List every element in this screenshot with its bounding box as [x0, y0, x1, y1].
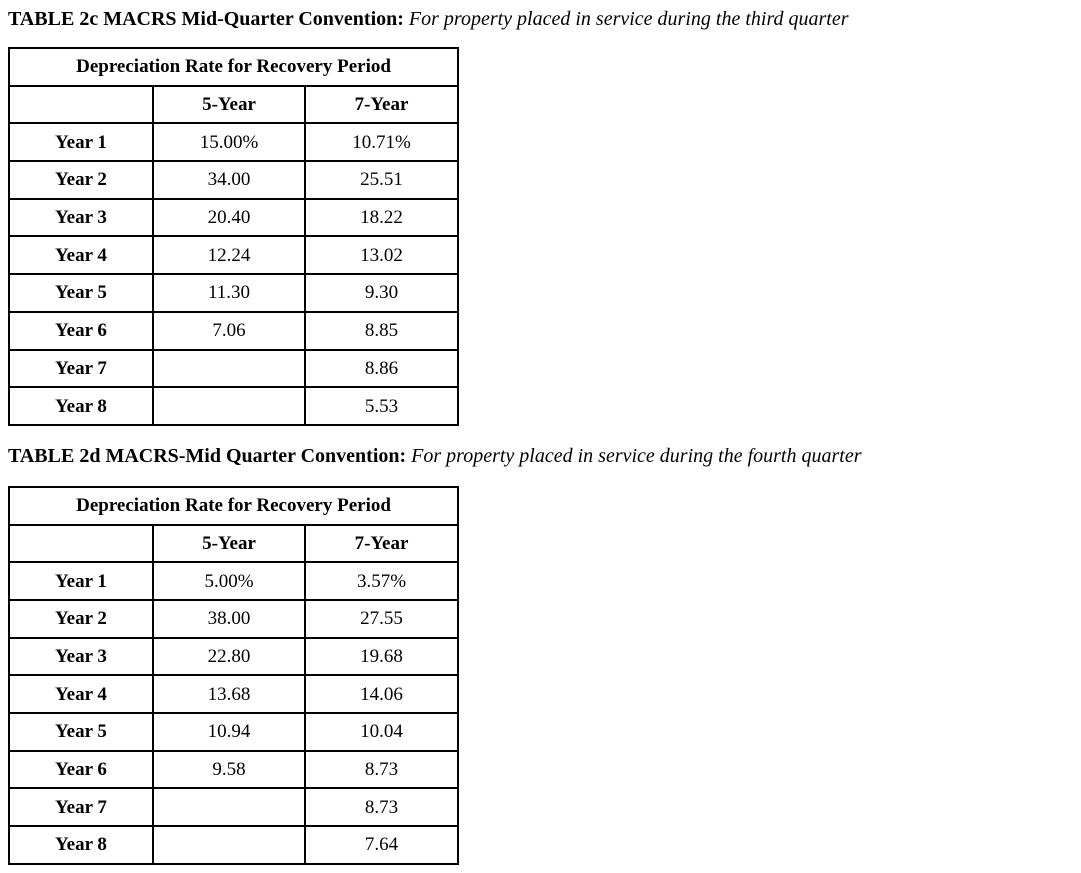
cell-2c-y6-5yr: 7.06 — [152, 310, 306, 351]
cell-2c-y5-7yr: 9.30 — [303, 273, 460, 313]
cell-2c-y8-7yr: 5.53 — [303, 386, 460, 426]
row-label-2c-year-5: Year 5 — [8, 273, 154, 313]
table-2d-col-header-5yr: 5-Year — [152, 523, 306, 564]
cell-2d-y6-5yr: 9.58 — [152, 749, 306, 790]
row-label-2c-year-6: Year 6 — [8, 310, 154, 351]
cell-2d-y1-5yr: 5.00% — [152, 561, 306, 601]
macrs-table-2d-section: TABLE 2d MACRS-Mid Quarter Convention: F… — [7, 442, 1073, 865]
table-2d-col-header-7yr: 7-Year — [303, 523, 460, 564]
cell-2c-y7-7yr: 8.86 — [303, 348, 460, 389]
cell-2d-y7-5yr-empty — [152, 787, 306, 828]
table-row: Year 2 34.00 25.51 — [8, 160, 460, 200]
table-row: Year 2 38.00 27.55 — [8, 598, 460, 639]
table-2d-span-header-row: Depreciation Rate for Recovery Period — [7, 485, 460, 526]
cell-2c-y4-7yr: 13.02 — [303, 235, 460, 276]
table-2c-column-header-row: 5-Year 7-Year — [8, 84, 460, 125]
table-row: Year 8 5.53 — [8, 386, 460, 426]
row-label-2c-year-3: Year 3 — [8, 197, 154, 238]
macrs-table-2c-section: TABLE 2c MACRS Mid-Quarter Convention: F… — [7, 5, 1073, 426]
table-row: Year 7 8.86 — [8, 348, 460, 389]
table-2d-column-header-row: 5-Year 7-Year — [8, 523, 460, 564]
cell-2c-y7-5yr-empty — [152, 348, 306, 389]
cell-2c-y1-5yr: 15.00% — [152, 122, 306, 163]
table-2c-corner-cell — [8, 84, 154, 125]
row-label-2d-year-6: Year 6 — [8, 749, 154, 790]
row-label-2d-year-5: Year 5 — [8, 712, 154, 752]
cell-2d-y5-5yr: 10.94 — [152, 712, 306, 752]
table-2d-title: TABLE 2d MACRS-Mid Quarter Convention: F… — [8, 442, 1073, 470]
row-label-2c-year-7: Year 7 — [8, 348, 154, 389]
cell-2d-y6-7yr: 8.73 — [303, 749, 460, 790]
table-2d-title-italic: For property placed in service during th… — [411, 444, 862, 467]
row-label-2c-year-8: Year 8 — [8, 386, 154, 426]
row-label-2c-year-2: Year 2 — [8, 160, 154, 200]
table-2c-title: TABLE 2c MACRS Mid-Quarter Convention: F… — [8, 5, 1073, 33]
table-2d-corner-cell — [8, 523, 154, 564]
table-row: Year 5 10.94 10.04 — [8, 712, 460, 752]
row-label-2c-year-1: Year 1 — [8, 122, 154, 163]
cell-2c-y3-5yr: 20.40 — [152, 197, 306, 238]
table-2c-header: Depreciation Rate for Recovery Period — [7, 47, 460, 87]
row-label-2d-year-3: Year 3 — [8, 636, 154, 677]
table-row: Year 6 7.06 8.85 — [8, 310, 460, 351]
cell-2d-y7-7yr: 8.73 — [303, 787, 460, 828]
table-row: Year 6 9.58 8.73 — [8, 749, 460, 790]
cell-2c-y3-7yr: 18.22 — [303, 197, 460, 238]
row-label-2d-year-2: Year 2 — [8, 598, 154, 639]
depreciation-table-2d: Depreciation Rate for Recovery Period 5-… — [7, 485, 460, 865]
cell-2c-y2-7yr: 25.51 — [303, 160, 460, 200]
cell-2d-y3-7yr: 19.68 — [303, 636, 460, 677]
table-2c-col-header-5yr: 5-Year — [152, 84, 306, 125]
table-row: Year 3 22.80 19.68 — [8, 636, 460, 677]
cell-2c-y4-5yr: 12.24 — [152, 235, 306, 276]
table-2d-title-bold: TABLE 2d MACRS-Mid Quarter Convention: — [8, 444, 407, 467]
row-label-2d-year-7: Year 7 — [8, 787, 154, 828]
cell-2c-y1-7yr: 10.71% — [303, 122, 460, 163]
cell-2d-y4-5yr: 13.68 — [152, 674, 306, 714]
row-label-2d-year-8: Year 8 — [8, 825, 154, 865]
cell-2c-y2-5yr: 34.00 — [152, 160, 306, 200]
table-2c-span-header-row: Depreciation Rate for Recovery Period — [7, 47, 460, 87]
table-row: Year 4 13.68 14.06 — [8, 674, 460, 714]
cell-2d-y8-7yr: 7.64 — [303, 825, 460, 865]
table-row: Year 3 20.40 18.22 — [8, 197, 460, 238]
table-row: Year 1 5.00% 3.57% — [8, 561, 460, 601]
table-2c-title-bold: TABLE 2c MACRS Mid-Quarter Convention: — [8, 8, 404, 30]
cell-2d-y4-7yr: 14.06 — [303, 674, 460, 714]
row-label-2d-year-4: Year 4 — [8, 674, 154, 714]
row-label-2d-year-1: Year 1 — [8, 561, 154, 601]
cell-2d-y8-5yr-empty — [152, 825, 306, 865]
cell-2d-y1-7yr: 3.57% — [303, 561, 460, 601]
depreciation-table-2c: Depreciation Rate for Recovery Period 5-… — [7, 47, 460, 426]
cell-2d-y3-5yr: 22.80 — [152, 636, 306, 677]
table-row: Year 1 15.00% 10.71% — [8, 122, 460, 163]
cell-2d-y2-7yr: 27.55 — [303, 598, 460, 639]
table-row: Year 4 12.24 13.02 — [8, 235, 460, 276]
cell-2c-y8-5yr-empty — [152, 386, 306, 426]
table-row: Year 7 8.73 — [8, 787, 460, 828]
table-row: Year 5 11.30 9.30 — [8, 273, 460, 313]
cell-2d-y2-5yr: 38.00 — [152, 598, 306, 639]
table-2d-header: Depreciation Rate for Recovery Period — [7, 485, 460, 526]
cell-2c-y6-7yr: 8.85 — [303, 310, 460, 351]
cell-2d-y5-7yr: 10.04 — [303, 712, 460, 752]
table-row: Year 8 7.64 — [8, 825, 460, 865]
cell-2c-y5-5yr: 11.30 — [152, 273, 306, 313]
table-2c-title-italic: For property placed in service during th… — [408, 8, 849, 30]
table-2c-col-header-7yr: 7-Year — [303, 84, 460, 125]
row-label-2c-year-4: Year 4 — [8, 235, 154, 276]
